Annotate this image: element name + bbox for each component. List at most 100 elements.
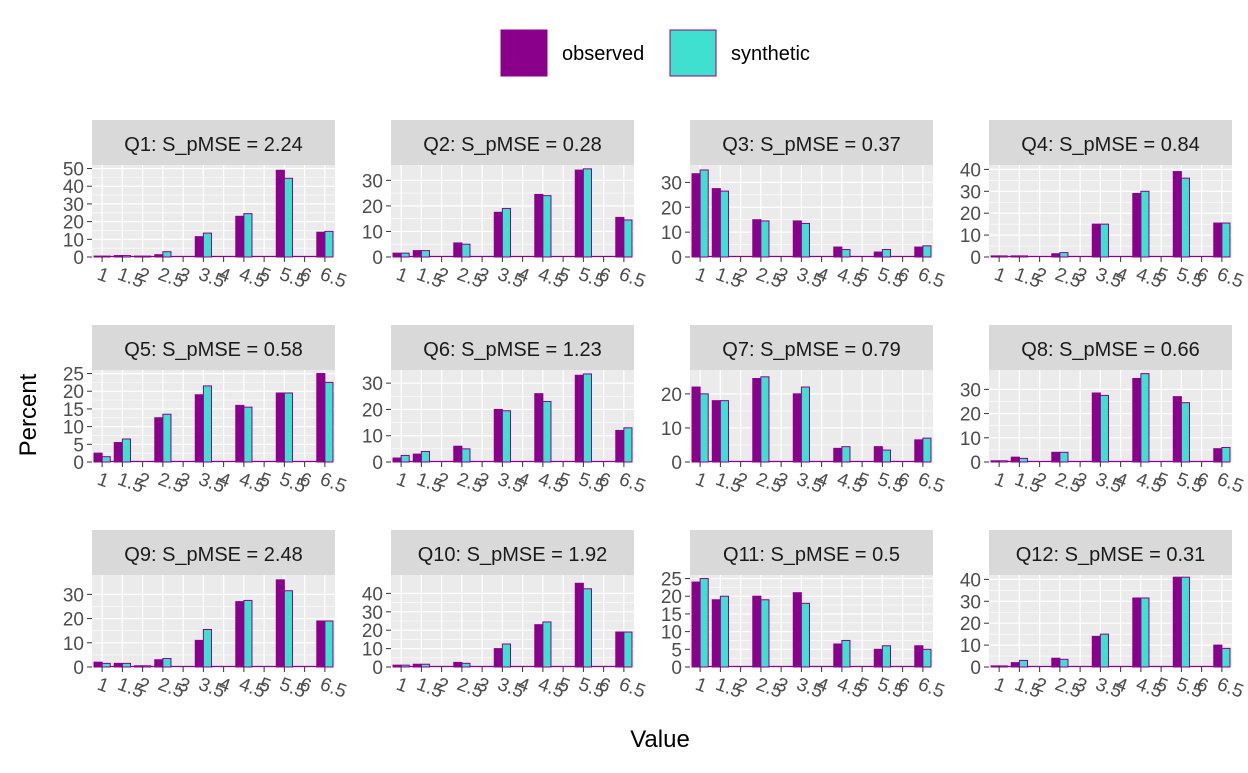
facet-strip (989, 325, 1232, 370)
bar-observed (113, 255, 123, 258)
y-tick-label: 40 (960, 570, 981, 591)
x-tick-label: 1 (393, 469, 410, 492)
x-tick-label: 2 (434, 469, 451, 492)
y-tick-label: 20 (960, 405, 981, 426)
bar-observed (534, 193, 544, 258)
bar-synthetic (542, 621, 552, 668)
bar-synthetic (1018, 659, 1028, 668)
bar-observed (412, 453, 422, 463)
bar-observed (453, 242, 463, 258)
bar-synthetic (162, 413, 172, 463)
bar-synthetic (243, 599, 253, 668)
bar-synthetic (542, 401, 552, 463)
bar-synthetic (1018, 457, 1028, 463)
facet-strip (690, 325, 933, 370)
bar-observed (1213, 644, 1223, 668)
bar-observed (275, 392, 285, 463)
facet-title: Q5: S_pMSE = 0.58 (124, 339, 302, 361)
x-axis-title: Value (630, 726, 690, 753)
y-tick-label: 25 (661, 570, 682, 591)
bar-observed (154, 254, 164, 258)
bar-observed (1051, 451, 1061, 463)
bar-observed (412, 663, 422, 668)
bar-observed (1172, 396, 1182, 463)
x-tick-label: 6 (297, 469, 314, 492)
bar-observed (792, 592, 802, 668)
y-tick-label: 0 (970, 658, 981, 679)
bar-observed (615, 429, 625, 463)
x-tick-label: 6.5 (1214, 264, 1246, 293)
y-tick-label: 10 (362, 427, 383, 448)
legend-swatch-synthetic (669, 29, 717, 77)
bar-observed (275, 169, 285, 258)
bar-synthetic (881, 449, 891, 463)
bar-synthetic (420, 450, 430, 463)
x-tick-label: 6.5 (317, 264, 349, 293)
y-tick-label: 20 (661, 385, 682, 406)
x-tick-label: 2 (1032, 469, 1049, 492)
x-tick-label: 1 (692, 469, 709, 492)
bar-observed (194, 639, 204, 668)
bar-observed (833, 643, 843, 668)
bar-observed (1172, 171, 1182, 258)
bar-synthetic (800, 386, 810, 463)
x-tick-label: 6.5 (915, 469, 947, 498)
bar-synthetic (699, 169, 709, 258)
bar-synthetic (623, 631, 633, 668)
bar-synthetic (760, 220, 770, 258)
bar-synthetic (283, 392, 293, 463)
bar-synthetic (623, 427, 633, 463)
bar-synthetic (841, 446, 851, 463)
bar-observed (235, 601, 245, 668)
bar-observed (534, 624, 544, 668)
bar-observed (914, 645, 924, 668)
x-tick-label: 5 (555, 674, 572, 697)
facet-title: Q11: S_pMSE = 0.5 (723, 544, 900, 566)
bar-observed (93, 661, 103, 668)
bar-observed (93, 255, 103, 258)
legend-swatch-observed (500, 29, 548, 77)
bar-observed (990, 665, 1000, 668)
y-tick-label: 20 (661, 198, 682, 219)
facet-title: Q2: S_pMSE = 0.28 (423, 134, 601, 156)
bar-observed (134, 255, 144, 258)
facet-strip (989, 530, 1232, 575)
facet-strip (391, 325, 634, 370)
y-tick-label: 5 (73, 435, 84, 456)
bar-observed (1051, 657, 1061, 668)
panel-background (391, 370, 634, 462)
panel-background (92, 370, 335, 462)
x-tick-label: 2 (1032, 674, 1049, 697)
bar-observed (1010, 662, 1020, 668)
bar-synthetic (400, 664, 410, 668)
bar-synthetic (1059, 658, 1069, 668)
bar-synthetic (202, 385, 212, 463)
bar-synthetic (1099, 223, 1109, 258)
facet-strip (690, 530, 933, 575)
x-tick-label: 4 (1113, 674, 1131, 697)
bar-observed (873, 251, 883, 258)
x-tick-label: 4 (1113, 469, 1131, 492)
x-tick-label: 1 (692, 674, 709, 697)
x-tick-label: 2 (434, 674, 451, 697)
bar-synthetic (800, 222, 810, 258)
bar-synthetic (998, 665, 1008, 668)
y-tick-label: 10 (661, 623, 682, 644)
bar-synthetic (881, 249, 891, 258)
facet-strip (690, 120, 933, 165)
y-tick-label: 0 (970, 248, 981, 269)
bar-synthetic (1180, 177, 1190, 258)
x-tick-label: 6 (1194, 674, 1211, 697)
bar-synthetic (699, 578, 709, 668)
panel-background (989, 370, 1232, 462)
bar-synthetic (283, 177, 293, 258)
bar-synthetic (461, 448, 471, 463)
panel-background (690, 575, 933, 667)
bar-observed (194, 236, 204, 258)
